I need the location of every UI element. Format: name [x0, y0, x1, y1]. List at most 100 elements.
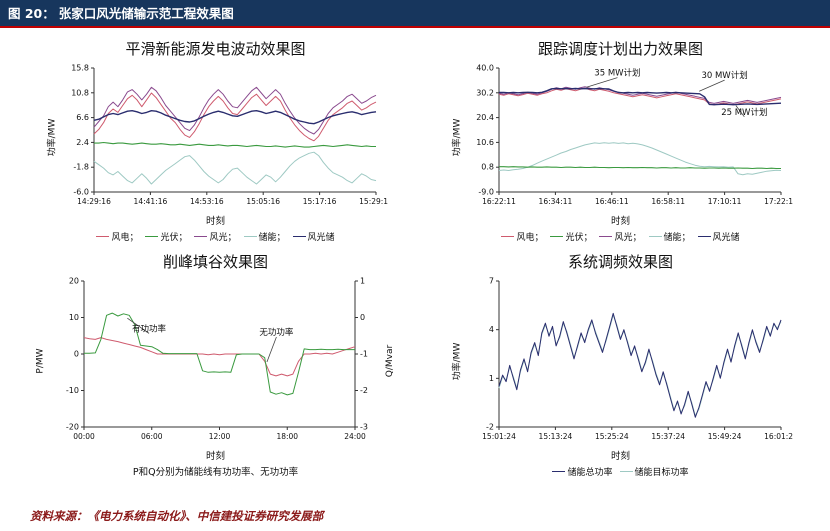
svg-text:40.0: 40.0 [476, 64, 494, 73]
svg-text:15:25:24: 15:25:24 [595, 432, 629, 441]
legend-swatch [697, 236, 711, 237]
svg-text:18:00: 18:00 [276, 432, 298, 441]
legend-item: 光伏； [145, 230, 187, 243]
chart-title: 平滑新能源发电波动效果图 [125, 40, 306, 58]
y-axis-label-p: P/MW [35, 348, 46, 374]
svg-text:有功功率: 有功功率 [132, 323, 167, 334]
svg-text:06:00: 06:00 [141, 432, 163, 441]
chart-peak-shaving: 削峰填谷效果图 P/MW 20 10 0 -10 -20 1 0 -1 -2 -3 00:00 06:… [26, 247, 405, 478]
x-axis-label: 时刻 [610, 216, 630, 227]
svg-text:24:00: 24:00 [344, 432, 366, 441]
x-axis-label: 时刻 [205, 216, 225, 227]
chart-dispatch-tracking: 跟踪调度计划出力效果图 功率/MW 40.0 30.2 20.4 10.6 0.8 -9.… [431, 34, 810, 243]
chart-frequency-regulation: 系统调频效果图 功率/MW 7 4 1 -2 15:01:24 15:13:24 15:25… [431, 247, 810, 478]
svg-text:15:37:24: 15:37:24 [651, 432, 685, 441]
svg-text:16:01:24: 16:01:24 [764, 432, 793, 441]
svg-text:15:17:16: 15:17:16 [303, 197, 337, 206]
line-chart-frequency: 7 4 1 -2 15:01:24 15:13:24 15:25:24 15:37:24 15:… [463, 273, 798, 449]
svg-text:00:00: 00:00 [73, 432, 95, 441]
legend-label: 风电； [111, 233, 139, 243]
legend-swatch [550, 236, 564, 237]
legend-swatch [501, 236, 515, 237]
chart-legend: 储能总功率 储能目标功率 [431, 465, 810, 478]
legend-label: 风光储 [712, 233, 740, 243]
legend-swatch [648, 236, 662, 237]
figure-number: 图 20： [8, 6, 55, 21]
svg-text:15:29:16: 15:29:16 [359, 197, 388, 206]
legend-label: 储能总功率 [567, 468, 613, 478]
legend-item: 风电； [501, 230, 543, 243]
plot-row: 功率/MW 15.8 10.8 6.6 2.4 -1.8 -6.0 14:29:16 14:4… [26, 60, 405, 214]
svg-text:15:05:16: 15:05:16 [246, 197, 280, 206]
legend-swatch [243, 236, 257, 237]
legend-item: 风光； [194, 230, 237, 243]
line-chart-smoothing: 15.8 10.8 6.6 2.4 -1.8 -6.0 14:29:16 14:41:16 14… [58, 60, 393, 214]
svg-text:20.4: 20.4 [476, 113, 494, 122]
legend-item: 储能总功率 [552, 465, 613, 478]
svg-text:-1: -1 [360, 350, 368, 359]
legend-label: 储能； [258, 233, 286, 243]
svg-text:17:10:11: 17:10:11 [708, 197, 742, 206]
legend-swatch [599, 236, 613, 237]
x-axis-label: 时刻 [205, 451, 225, 462]
legend-swatch [552, 471, 566, 472]
svg-text:16:58:11: 16:58:11 [651, 197, 685, 206]
svg-text:15:01:24: 15:01:24 [482, 432, 516, 441]
svg-text:0.8: 0.8 [481, 163, 494, 172]
legend-label: 风光； [614, 233, 642, 243]
svg-text:1: 1 [489, 374, 494, 383]
chart-legend: 风电； 光伏； 风光； 储能； 风光储 [26, 230, 405, 243]
legend-swatch [619, 471, 633, 472]
chart-title: 跟踪调度计划出力效果图 [537, 40, 703, 58]
chart-smoothing: 平滑新能源发电波动效果图 功率/MW 15.8 10.8 6.6 2.4 -1.8 -6.… [26, 34, 405, 243]
svg-text:30 MW计划: 30 MW计划 [701, 70, 747, 81]
legend-label: 储能目标功率 [634, 468, 689, 478]
chart-legend: 风电； 光伏； 风光； 储能； 风光储 [431, 230, 810, 243]
y-axis-label: 功率/MW [452, 342, 463, 380]
svg-text:-20: -20 [66, 423, 79, 432]
x-axis-label: 时刻 [610, 451, 630, 462]
legend-swatch [194, 236, 208, 237]
legend-item: 储能目标功率 [619, 465, 689, 478]
header-underline [0, 26, 830, 28]
chart-title: 削峰填谷效果图 [162, 253, 268, 271]
legend-swatch [292, 236, 306, 237]
svg-text:15:49:24: 15:49:24 [708, 432, 742, 441]
svg-text:15.8: 15.8 [71, 64, 89, 73]
y-axis-label: 功率/MW [47, 118, 58, 156]
svg-text:10.6: 10.6 [476, 138, 494, 147]
legend-item: 光伏； [550, 230, 592, 243]
svg-text:25 MW计划: 25 MW计划 [721, 107, 767, 118]
svg-text:16:34:11: 16:34:11 [539, 197, 573, 206]
svg-text:15:13:24: 15:13:24 [539, 432, 573, 441]
svg-text:无功功率: 无功功率 [259, 327, 294, 338]
svg-text:-6.0: -6.0 [73, 188, 89, 197]
plot-row: P/MW 20 10 0 -10 -20 1 0 -1 -2 -3 00:00 06:00 12:00 1… [26, 273, 405, 449]
svg-text:0: 0 [74, 350, 79, 359]
svg-text:35 MW计划: 35 MW计划 [594, 68, 640, 79]
svg-text:14:29:16: 14:29:16 [77, 197, 111, 206]
svg-text:17:22:11: 17:22:11 [764, 197, 793, 206]
svg-text:4: 4 [489, 325, 494, 334]
legend-item: 风光； [599, 230, 642, 243]
legend-label: 风光； [209, 233, 237, 243]
svg-text:10: 10 [69, 313, 79, 322]
svg-text:12:00: 12:00 [209, 432, 231, 441]
svg-text:20: 20 [69, 277, 79, 286]
y-axis-label: 功率/MW [452, 118, 463, 156]
chart-caption: P和Q分别为储能线有功功率、无功功率 [132, 467, 299, 478]
legend-label: 光伏； [160, 233, 188, 243]
legend-item: 储能； [648, 230, 691, 243]
figure-title: 张家口风光储输示范工程效果图 [58, 6, 234, 21]
line-chart-dispatch: 40.0 30.2 20.4 10.6 0.8 -9.0 16:22:11 16:34:11 1… [463, 60, 798, 214]
svg-text:0: 0 [360, 313, 365, 322]
source-note: 资料来源：《电力系统自动化》、中信建投证券研究发展部 [30, 509, 324, 523]
legend-label: 储能； [663, 233, 691, 243]
svg-text:10.8: 10.8 [71, 88, 89, 97]
y-axis-label-q: Q/Mvar [385, 344, 396, 378]
legend-item: 储能； [243, 230, 286, 243]
svg-text:-1.8: -1.8 [73, 163, 89, 172]
plot-row: 功率/MW 40.0 30.2 20.4 10.6 0.8 -9.0 16:22:11 16:… [431, 60, 810, 214]
svg-text:-2: -2 [360, 386, 368, 395]
svg-text:16:22:11: 16:22:11 [482, 197, 516, 206]
